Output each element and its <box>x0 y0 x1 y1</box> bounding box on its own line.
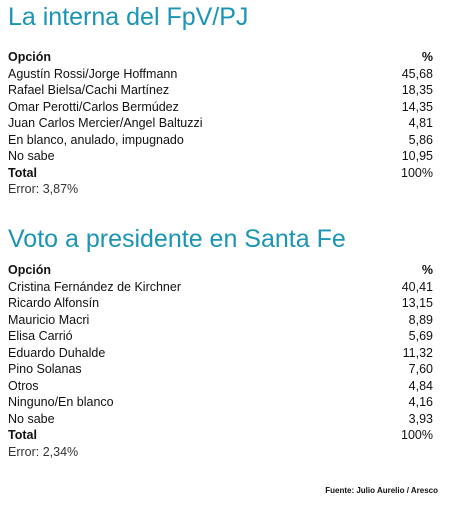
header-label: % <box>421 50 433 64</box>
section-title: La interna del FpV/PJ <box>8 3 249 31</box>
row-label: Rafael Bielsa/Cachi Martínez <box>8 83 170 97</box>
row-value: 5,69 <box>408 329 433 343</box>
row-label: Omar Perotti/Carlos Bermúdez <box>8 99 179 114</box>
header-label: Opción <box>8 50 52 64</box>
row-value: 4,84 <box>408 378 433 393</box>
row-value: 10,95 <box>401 149 433 163</box>
header-label: % <box>421 263 433 277</box>
row-label: Eduardo Duhalde <box>8 345 106 360</box>
row-label: En blanco, anulado, impugnado <box>8 132 184 147</box>
row-value: 4,16 <box>408 395 433 409</box>
total-value: 100% <box>401 165 433 180</box>
row-label: No sabe <box>8 411 55 426</box>
header-label: Opción <box>8 263 52 277</box>
row-value: 4,81 <box>408 116 433 130</box>
row-label: Cristina Fernández de Kirchner <box>8 279 181 294</box>
row-label: Agustín Rossi/Jorge Hoffmann <box>8 66 178 81</box>
row-value: 3,93 <box>408 411 433 426</box>
row-label: No sabe <box>8 149 55 163</box>
row-value: 18,35 <box>401 83 433 97</box>
total-label: Total <box>8 165 37 180</box>
row-value: 14,35 <box>401 99 433 114</box>
row-label: Ricardo Alfonsín <box>8 296 100 310</box>
row-value: 45,68 <box>401 66 433 81</box>
row-label: Elisa Carrió <box>8 329 73 343</box>
row-value: 11,32 <box>402 345 433 360</box>
source: Fuente: Julio Aurelio / Aresco <box>325 486 438 495</box>
total-value: 100% <box>401 428 433 442</box>
section-title: Voto a presidente en Santa Fe <box>8 225 346 253</box>
row-value: 5,86 <box>408 132 433 147</box>
row-label: Mauricio Macri <box>8 312 90 327</box>
row-value: 7,60 <box>408 362 433 376</box>
total-label: Total <box>8 428 37 442</box>
row-label: Juan Carlos Mercier/Angel Baltuzzi <box>8 116 203 130</box>
row-label: Pino Solanas <box>8 362 82 376</box>
row-label: Ninguno/En blanco <box>8 395 114 409</box>
error-note: Error: 2,34% <box>8 444 79 459</box>
row-value: 8,89 <box>408 312 433 327</box>
row-value: 13,15 <box>401 296 433 310</box>
error-note: Error: 3,87% <box>8 182 79 196</box>
row-value: 40,41 <box>401 279 433 294</box>
row-label: Otros <box>8 378 39 393</box>
